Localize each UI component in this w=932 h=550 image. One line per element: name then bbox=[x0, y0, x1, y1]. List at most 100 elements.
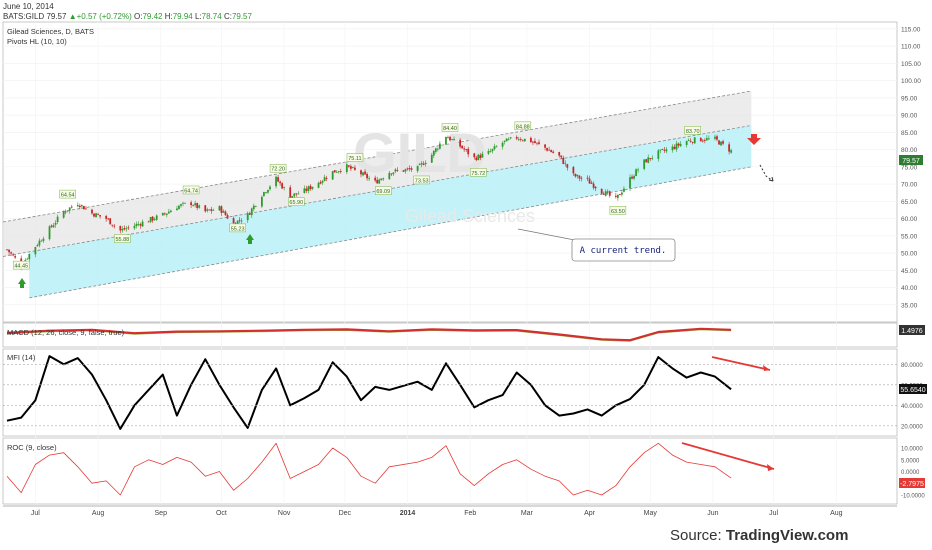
header-open: 79.42 bbox=[142, 12, 163, 21]
candle-body bbox=[42, 238, 45, 241]
candle-body bbox=[473, 153, 476, 158]
roc-tick-label: 5.0000 bbox=[901, 458, 920, 464]
time-tick-label: Jul bbox=[31, 510, 40, 517]
candle-body bbox=[252, 205, 255, 210]
price-tick-label: 95.00 bbox=[901, 95, 918, 102]
candlestick-series bbox=[6, 134, 733, 270]
candle-body bbox=[635, 169, 637, 176]
candle-body bbox=[376, 179, 379, 184]
pivot-label: 84.88 bbox=[516, 124, 530, 130]
candle-body bbox=[54, 222, 57, 225]
candle-body bbox=[574, 173, 577, 177]
annotation-box[interactable] bbox=[571, 238, 676, 262]
candle-body bbox=[176, 208, 178, 211]
candle-body bbox=[699, 138, 702, 142]
candle-body bbox=[465, 149, 468, 150]
pivot-label: 55.23 bbox=[231, 226, 245, 232]
candle-body bbox=[364, 171, 366, 175]
channel-lower-line bbox=[29, 166, 752, 299]
candle-body bbox=[325, 178, 328, 179]
price-axis[interactable]: 115.00 110.00 105.00 100.00 95.00 90.00 85.00 8… bbox=[901, 26, 921, 309]
header-open-label: O: bbox=[134, 12, 143, 21]
candle-body bbox=[493, 146, 496, 150]
candle-body bbox=[633, 175, 635, 179]
roc-badge bbox=[899, 478, 925, 488]
candle-body bbox=[80, 205, 83, 207]
price-tick-label: 80.00 bbox=[901, 147, 918, 154]
channel-lower-band bbox=[29, 125, 752, 298]
time-tick-label: Oct bbox=[216, 510, 227, 517]
candle-body bbox=[463, 148, 466, 150]
pivot-label-box bbox=[288, 197, 305, 206]
candle-body bbox=[659, 149, 662, 151]
time-tick-label: May bbox=[644, 510, 658, 517]
candle-body bbox=[491, 148, 494, 152]
candle-body bbox=[447, 137, 449, 139]
candle-body bbox=[449, 136, 451, 141]
macd-series bbox=[6, 327, 732, 342]
time-tick-label: Aug bbox=[830, 510, 843, 517]
candle-body bbox=[111, 224, 114, 226]
roc-pane[interactable] bbox=[2, 437, 898, 505]
candle-body bbox=[366, 173, 368, 179]
pivot-label: 69.09 bbox=[376, 189, 390, 195]
candle-body bbox=[6, 249, 8, 251]
candle-body bbox=[707, 138, 710, 140]
candle-body bbox=[420, 163, 423, 165]
candle-body bbox=[260, 196, 263, 207]
pivot-label-box bbox=[441, 123, 459, 132]
candle-body bbox=[222, 210, 225, 213]
candle-body bbox=[495, 146, 498, 148]
candle-body bbox=[461, 145, 464, 149]
header-last: 79.57 bbox=[46, 12, 67, 21]
candle-body bbox=[8, 249, 10, 253]
candle-body bbox=[291, 195, 294, 199]
candle-body bbox=[220, 206, 223, 213]
price-tick-label: 85.00 bbox=[901, 130, 918, 137]
candle-body bbox=[161, 212, 164, 216]
price-tick-label: 45.00 bbox=[901, 268, 918, 275]
candle-body bbox=[657, 150, 660, 159]
header-date: June 10, 2014 bbox=[3, 2, 54, 11]
pivot-label-box bbox=[229, 223, 246, 233]
time-axis[interactable]: Jul Aug Sep Oct Nov Dec 2014 Feb Mar Apr May Jun Jul… bbox=[31, 510, 843, 517]
roc-badge-text: -2.7975 bbox=[900, 481, 924, 488]
candle-body bbox=[703, 140, 706, 141]
macd-pane[interactable] bbox=[2, 322, 898, 348]
candle-body bbox=[430, 154, 433, 163]
candle-body bbox=[689, 140, 692, 142]
source-brand[interactable]: TradingView.com bbox=[725, 527, 849, 544]
roc-tick-label: 10.0000 bbox=[901, 447, 923, 453]
candle-body bbox=[685, 141, 688, 145]
price-tick-label: 90.00 bbox=[901, 113, 918, 120]
candle-body bbox=[97, 214, 99, 215]
candle-body bbox=[481, 153, 484, 158]
candle-body bbox=[335, 172, 338, 173]
candle-body bbox=[123, 228, 126, 230]
pivot-label-box bbox=[182, 185, 200, 195]
mfi-series bbox=[6, 355, 732, 430]
candle-body bbox=[501, 142, 504, 147]
candle-body bbox=[149, 217, 152, 222]
candle-body bbox=[714, 136, 716, 139]
candle-body bbox=[165, 213, 168, 215]
pivot-label-box bbox=[12, 260, 30, 270]
roc-divergence-arrow bbox=[681, 442, 775, 470]
candle-body bbox=[534, 141, 536, 144]
candle-body bbox=[592, 183, 595, 188]
watermark-symbol: GILD bbox=[353, 121, 487, 184]
candle-body bbox=[26, 258, 29, 260]
header-symbol: BATS:GILD bbox=[3, 12, 45, 21]
projection-line bbox=[759, 164, 774, 182]
candle-body bbox=[56, 216, 59, 223]
candle-body bbox=[558, 152, 561, 156]
candle-body bbox=[645, 159, 648, 163]
candle-body bbox=[198, 205, 201, 208]
down-arrow-icon bbox=[747, 134, 761, 145]
study-label: Pivots HL (10, 10) bbox=[7, 37, 67, 46]
candle-body bbox=[121, 228, 124, 231]
candle-body bbox=[50, 225, 53, 227]
candle-body bbox=[293, 193, 296, 197]
mfi-pane[interactable] bbox=[2, 348, 898, 437]
